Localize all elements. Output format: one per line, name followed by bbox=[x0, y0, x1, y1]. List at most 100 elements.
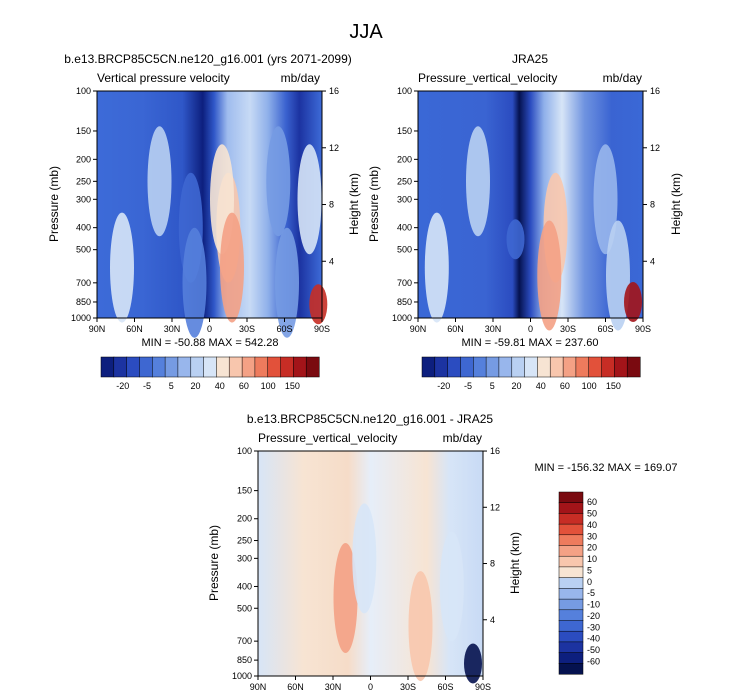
colorbar-label: -5 bbox=[587, 588, 595, 598]
colorbar-swatch bbox=[614, 356, 628, 378]
left-label: Pressure_vertical_velocity bbox=[258, 431, 397, 445]
colorbar-swatch bbox=[126, 356, 140, 378]
y-tick-label: 250 bbox=[76, 176, 91, 186]
x-axis: 90N 60N 30N 0 30S 60S 90S bbox=[89, 318, 330, 334]
colorbar-label: -20 bbox=[437, 381, 450, 391]
x-tick-label: 90N bbox=[250, 682, 267, 692]
x-tick-label: 90N bbox=[89, 324, 106, 334]
y-tick-label: 100 bbox=[76, 86, 91, 96]
y-axis-label: Pressure (mb) bbox=[367, 166, 381, 242]
y2-tick-label: 16 bbox=[329, 86, 339, 96]
x-axis: 90N 60N 30N 0 30S 60S 90S bbox=[250, 676, 491, 692]
y2-tick-label: 16 bbox=[650, 86, 660, 96]
y-tick-label: 200 bbox=[76, 154, 91, 164]
colorbar-label: 60 bbox=[560, 381, 570, 391]
colorbar-label: -5 bbox=[464, 381, 472, 391]
colorbar-swatch bbox=[293, 356, 307, 378]
colorbar-swatch bbox=[280, 356, 294, 378]
colorbar-swatch bbox=[558, 652, 584, 664]
y-tick-label: 150 bbox=[237, 486, 252, 496]
colorbar-swatch bbox=[511, 356, 526, 378]
panel-title: JRA25 bbox=[512, 52, 548, 66]
colorbar-swatch bbox=[558, 609, 584, 622]
figure-title: JJA bbox=[349, 21, 383, 43]
y2-axis-label: Height (km) bbox=[669, 173, 683, 235]
colorbar-swatch bbox=[558, 491, 584, 504]
y2-tick-label: 12 bbox=[490, 502, 500, 512]
colorbar-label: 20 bbox=[587, 543, 597, 553]
colorbar-label: 20 bbox=[190, 381, 200, 391]
colorbar-swatch bbox=[537, 356, 551, 378]
colorbar-swatch bbox=[558, 620, 584, 632]
colorbar-swatch bbox=[113, 356, 128, 378]
colorbar-label: -5 bbox=[143, 381, 151, 391]
y-tick-label: 200 bbox=[397, 154, 412, 164]
colorbar-label: -40 bbox=[587, 634, 600, 644]
colorbar-swatch bbox=[498, 356, 513, 378]
x-tick-label: 0 bbox=[207, 324, 212, 334]
y-axis: 100 150 200 250 300 400 500 700 850 1000 bbox=[392, 86, 418, 323]
x-tick-label: 60S bbox=[437, 682, 453, 692]
heatmap-cell bbox=[466, 126, 490, 237]
y2-tick-label: 12 bbox=[329, 143, 339, 153]
y2-tick-label: 4 bbox=[329, 256, 334, 266]
colorbar-swatch bbox=[421, 356, 436, 378]
y-tick-label: 150 bbox=[76, 126, 91, 136]
colorbar-swatch bbox=[305, 356, 320, 378]
colorbar-label: -10 bbox=[587, 600, 600, 610]
colorbar-swatch bbox=[228, 356, 243, 378]
y-axis-label: Pressure (mb) bbox=[207, 525, 221, 601]
y-tick-label: 100 bbox=[397, 86, 412, 96]
panel-title: b.e13.BRCP85C5CN.ne120_g16.001 - JRA25 bbox=[247, 412, 493, 426]
y2-tick-label: 12 bbox=[650, 143, 660, 153]
y-tick-label: 500 bbox=[397, 245, 412, 255]
y-axis: 100 150 200 250 300 400 500 700 850 1000 bbox=[232, 446, 258, 681]
y2-axis: 16 12 8 4 bbox=[322, 86, 339, 266]
y-tick-label: 850 bbox=[76, 297, 91, 307]
colorbar-swatch bbox=[601, 356, 615, 378]
y-tick-label: 250 bbox=[237, 536, 252, 546]
colorbar-label: -50 bbox=[587, 645, 600, 655]
panel-title: b.e13.BRCP85C5CN.ne120_g16.001 (yrs 2071… bbox=[64, 52, 352, 66]
x-tick-label: 90N bbox=[410, 324, 427, 334]
colorbar-swatch bbox=[558, 555, 584, 568]
colorbar-swatch bbox=[473, 356, 487, 378]
heatmap-cell bbox=[147, 126, 172, 237]
colorbar-swatch bbox=[558, 663, 584, 675]
heatmap-features bbox=[333, 503, 482, 684]
y-tick-label: 1000 bbox=[232, 671, 252, 681]
y-tick-label: 850 bbox=[237, 655, 252, 665]
panel-jra25: JRA25 Pressure_vertical_velocity mb/day … bbox=[367, 52, 683, 391]
heatmap-cell bbox=[464, 643, 482, 684]
colorbar-swatch bbox=[190, 356, 205, 378]
y2-axis-label: Height (km) bbox=[347, 173, 361, 235]
colorbar-swatch bbox=[216, 356, 230, 378]
y2-axis-label: Height (km) bbox=[508, 532, 522, 594]
colorbar-swatch bbox=[241, 356, 256, 378]
y-tick-label: 400 bbox=[397, 223, 412, 233]
units-label: mb/day bbox=[281, 71, 320, 85]
colorbar-swatch bbox=[152, 356, 166, 378]
x-tick-label: 30N bbox=[164, 324, 181, 334]
colorbar-label: 150 bbox=[606, 381, 621, 391]
colorbar-swatch bbox=[558, 545, 584, 557]
colorbar-label: -20 bbox=[116, 381, 129, 391]
y2-tick-label: 16 bbox=[490, 446, 500, 456]
x-tick-label: 60S bbox=[276, 324, 292, 334]
x-tick-label: 90S bbox=[475, 682, 491, 692]
x-axis: 90N 60N 30N 0 30S 60S 90S bbox=[410, 318, 651, 334]
x-tick-label: 60S bbox=[597, 324, 613, 334]
colorbar-swatch bbox=[460, 356, 474, 378]
colorbar-label: -30 bbox=[587, 622, 600, 632]
x-tick-label: 30S bbox=[560, 324, 576, 334]
y-tick-label: 850 bbox=[397, 297, 412, 307]
y2-tick-label: 8 bbox=[650, 200, 655, 210]
y-tick-label: 500 bbox=[237, 603, 252, 613]
colorbar-swatch bbox=[447, 356, 461, 378]
heatmap-cell bbox=[352, 503, 377, 614]
x-tick-label: 60N bbox=[126, 324, 143, 334]
colorbar-label: 100 bbox=[582, 381, 597, 391]
colorbar-swatch bbox=[626, 356, 641, 378]
